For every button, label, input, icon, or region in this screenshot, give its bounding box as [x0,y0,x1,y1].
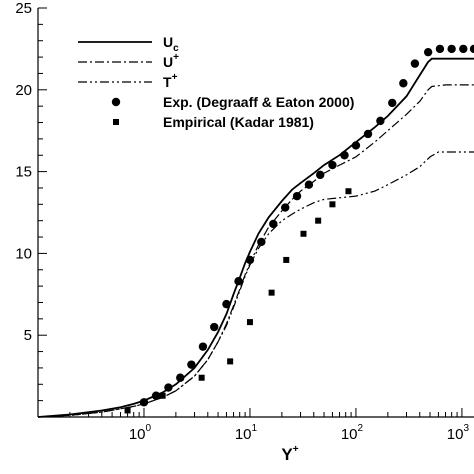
data-point-exp [257,237,266,247]
data-point-exp [176,373,185,382]
data-point-exp [210,322,219,332]
data-point-exp [222,299,231,309]
data-point-empirical [329,201,336,208]
ticks-layer: 100 101 102 103 5 10 15 20 25 [15,0,469,443]
data-point-exp [423,47,433,57]
data-point-exp [139,398,149,407]
y-tick-label: 10 [15,245,32,262]
x-tick-label: 102 [341,423,364,443]
data-point-exp [459,44,468,54]
data-point-exp [198,342,208,351]
y-tick-label: 15 [15,164,32,181]
data-point-empirical [300,230,307,237]
data-point-exp [328,160,337,170]
legend-symbol-circle [111,97,121,107]
data-point-exp [388,98,397,108]
y-tick-label: 20 [15,82,32,99]
x-tick-label: 103 [447,423,470,443]
data-point-exp [399,79,408,88]
data-point-empirical [227,358,234,365]
data-point-empirical [283,256,290,263]
axes-layer [37,8,474,418]
data-point-empirical [268,289,275,296]
data-point-exp [151,391,161,400]
data-point-exp [164,383,173,392]
series-line-dashdotdot [37,151,474,418]
x-tick-label: 101 [235,423,258,443]
legend: UcU+ T+ Exp. (Degraaff & Eaton 2000) Empiri… [78,34,354,130]
legend-symbol-square [113,119,119,125]
data-point-empirical [198,374,205,381]
data-point-exp [316,170,325,180]
data-point-exp [447,44,456,54]
data-point-exp [269,219,278,229]
legend-label: U+ [163,52,179,70]
series-layer [37,44,474,418]
y-tick-label: 5 [24,327,32,344]
data-point-exp [410,59,420,68]
data-point-empirical [159,392,166,399]
data-point-empirical [246,319,253,326]
y-tick-label: 25 [15,0,32,17]
data-point-empirical [345,188,352,195]
legend-label: Exp. (Degraaff & Eaton 2000) [163,94,354,110]
data-point-exp [245,255,255,265]
data-point-exp [363,129,373,139]
data-point-exp [234,277,243,286]
data-point-exp [187,360,196,369]
x-axis-title: Y+ [281,444,298,464]
legend-label: Uc [163,34,179,54]
data-point-empirical [124,407,131,414]
data-point-exp [469,44,474,54]
data-point-exp [304,180,314,189]
data-point-empirical [315,217,322,224]
series-line-dashdot [37,84,474,418]
legend-label: Empirical (Kadar 1981) [163,114,314,130]
x-tick-label: 100 [129,423,152,443]
data-point-exp [340,151,349,160]
data-point-exp [280,203,290,212]
data-point-exp [435,44,445,54]
data-point-exp [376,116,385,126]
data-point-exp [292,191,302,201]
legend-label: T+ [163,72,178,90]
data-point-exp [351,141,361,150]
